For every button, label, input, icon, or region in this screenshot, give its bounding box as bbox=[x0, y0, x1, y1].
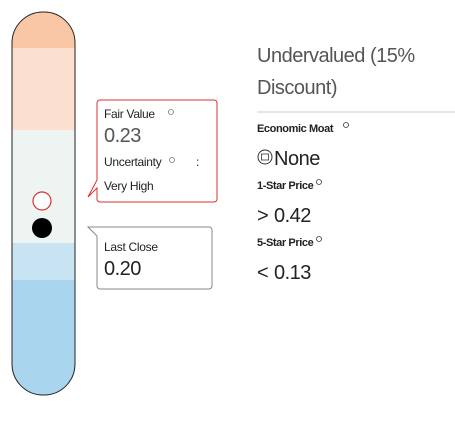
info-icon[interactable] bbox=[316, 236, 322, 242]
band bbox=[12, 12, 75, 48]
five-star-price: 0.13 bbox=[274, 262, 311, 284]
one-star-symbol: > bbox=[257, 205, 268, 227]
last-close-marker bbox=[32, 218, 52, 238]
info-icon[interactable] bbox=[168, 109, 174, 115]
uncertainty-label: Uncertainty bbox=[104, 155, 162, 169]
band bbox=[12, 243, 75, 280]
valuation: Undervalued (15% bbox=[257, 45, 415, 67]
info-icon[interactable] bbox=[169, 157, 175, 163]
band bbox=[12, 48, 75, 130]
info-icon[interactable] bbox=[343, 122, 349, 128]
moat-icon bbox=[257, 149, 273, 165]
info-icon[interactable] bbox=[316, 179, 322, 185]
last-close-label: Last Close bbox=[104, 240, 158, 254]
last-close: 0.20 bbox=[104, 258, 141, 280]
band bbox=[12, 280, 75, 395]
separator: : bbox=[196, 155, 199, 169]
fair-value-marker bbox=[32, 191, 52, 211]
one-star-label: 1-Star Price bbox=[257, 180, 314, 192]
fair-value: 0.23 bbox=[104, 125, 141, 147]
moat-label: Economic Moat bbox=[257, 123, 334, 135]
last-close-box bbox=[86, 226, 213, 290]
thermometer-outline bbox=[11, 11, 76, 396]
uncertainty: Very High bbox=[104, 179, 153, 193]
one-star-price: 0.42 bbox=[274, 205, 311, 227]
fair-value-label: Fair Value bbox=[104, 107, 155, 121]
thermometer bbox=[12, 12, 75, 395]
moat: None bbox=[274, 148, 320, 170]
five-star-symbol: < bbox=[257, 262, 268, 284]
valuation: Discount) bbox=[257, 77, 337, 99]
moat-icon bbox=[261, 153, 269, 161]
fair-value-box bbox=[87, 99, 218, 203]
five-star-label: 5-Star Price bbox=[257, 237, 314, 249]
